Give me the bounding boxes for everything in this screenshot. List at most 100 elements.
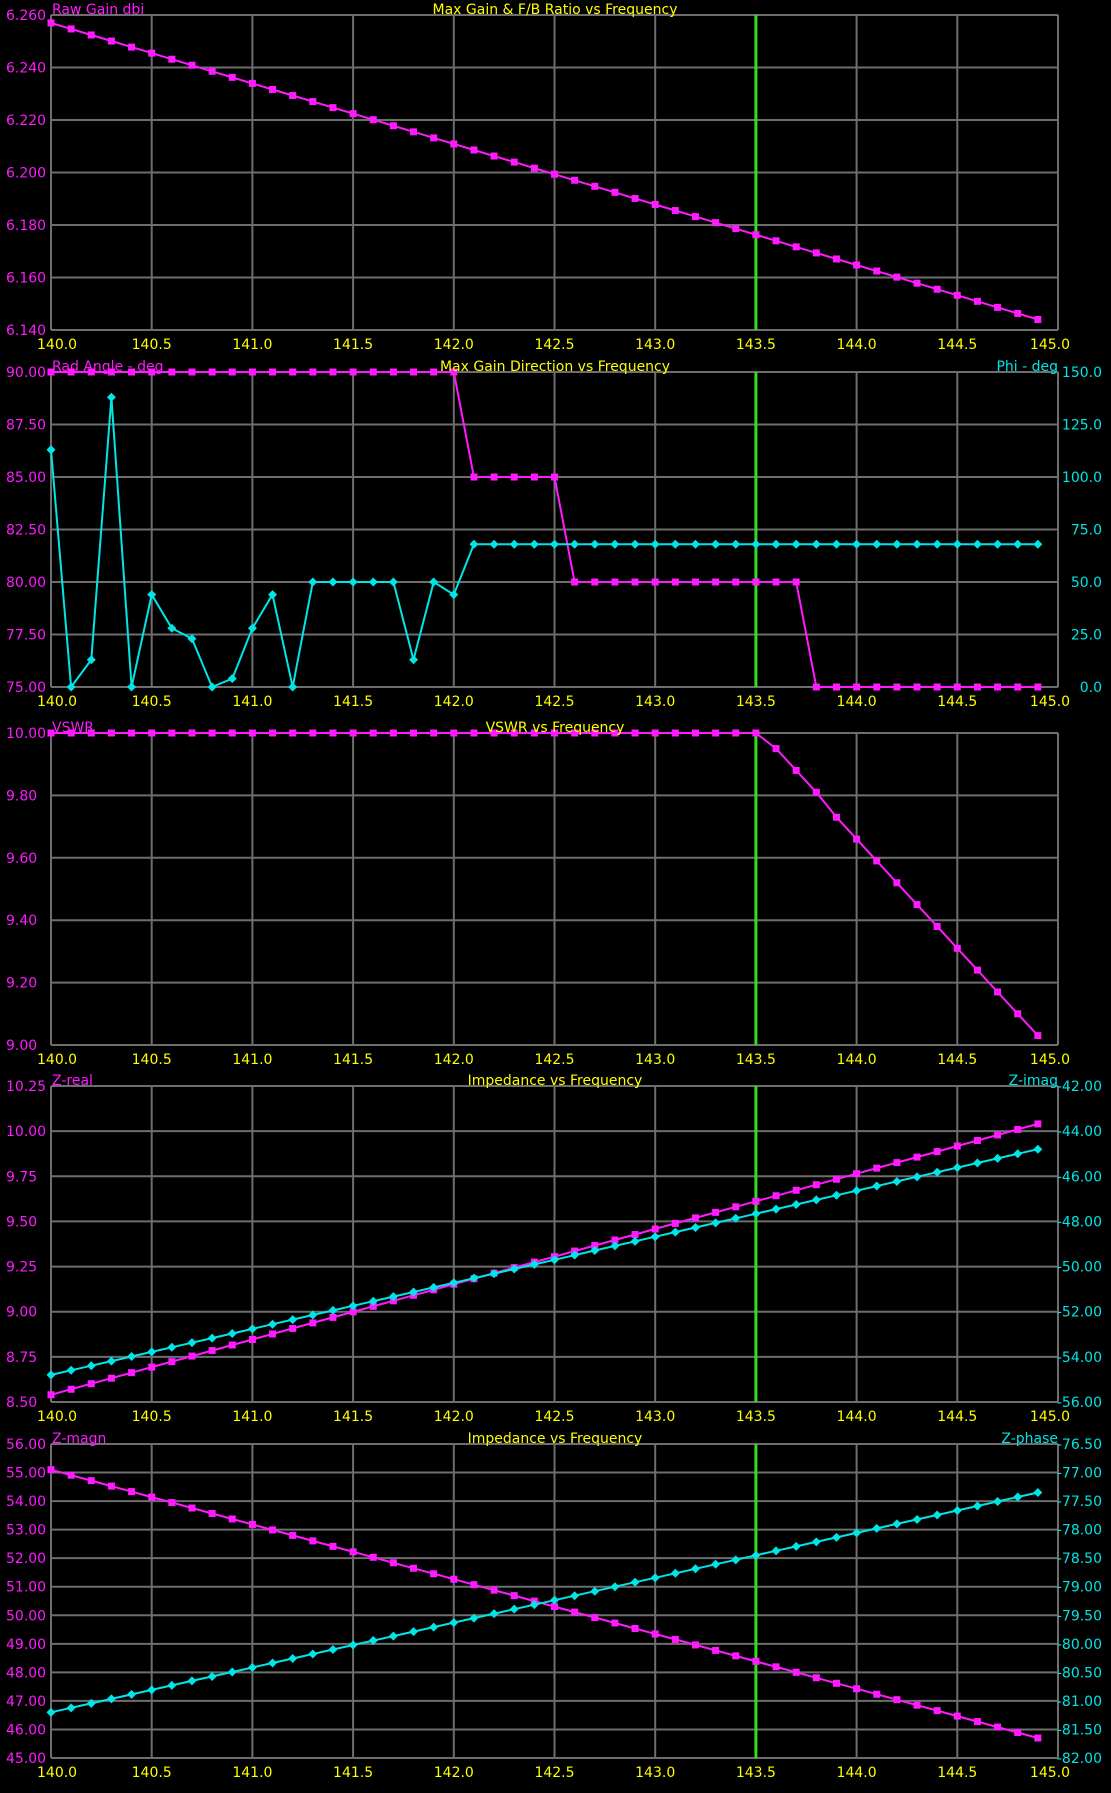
data-point	[913, 683, 921, 691]
data-point	[490, 152, 498, 160]
data-point	[188, 729, 196, 737]
data-point	[86, 1698, 96, 1708]
data-point	[691, 578, 699, 586]
data-point	[812, 1181, 820, 1189]
data-point	[67, 25, 75, 33]
x-tick-label: 140.5	[132, 1765, 172, 1781]
data-point	[952, 539, 962, 549]
data-point	[66, 682, 76, 692]
data-point	[570, 1591, 580, 1601]
x-tick-label: 141.0	[232, 1052, 272, 1068]
data-point	[228, 1515, 236, 1523]
data-point	[529, 1259, 539, 1269]
data-point	[449, 1278, 459, 1288]
data-point	[369, 1302, 377, 1310]
data-point	[87, 31, 95, 39]
data-point	[651, 729, 659, 737]
y-left-tick-label: 80.00	[6, 575, 46, 591]
data-point	[490, 473, 498, 481]
data-point	[430, 134, 438, 142]
y-left-tick-label: 6.220	[6, 113, 46, 129]
data-point	[409, 1287, 419, 1297]
data-point	[67, 1471, 75, 1479]
x-tick-label: 142.0	[434, 1409, 474, 1425]
data-point	[329, 104, 337, 112]
data-point	[570, 539, 580, 549]
y-right-tick-label: 75.0	[1071, 523, 1102, 539]
data-point	[268, 1658, 278, 1668]
data-point	[106, 392, 116, 402]
data-point	[933, 1148, 941, 1156]
data-point	[1014, 1125, 1022, 1133]
y-left-tick-label: 77.50	[6, 628, 46, 644]
y-left-tick-label: 53.00	[6, 1523, 46, 1539]
data-point	[711, 1218, 721, 1228]
x-tick-label: 144.0	[837, 337, 877, 353]
data-point	[571, 1608, 579, 1616]
data-point	[46, 1370, 56, 1380]
data-point	[509, 1604, 519, 1614]
data-point	[167, 1342, 177, 1352]
data-point	[289, 1324, 297, 1332]
data-point	[269, 1330, 277, 1338]
series-line-1	[51, 732, 1039, 1037]
data-point	[1014, 1010, 1022, 1018]
y-right-tick-label: -54.00	[1057, 1350, 1102, 1366]
y-left-axis-label: Raw Gain dbi	[52, 2, 144, 18]
data-point	[470, 473, 478, 481]
data-point	[973, 1718, 981, 1726]
data-point	[611, 188, 619, 196]
y-right-tick-label: 25.0	[1071, 628, 1102, 644]
data-point	[953, 291, 961, 299]
y-left-tick-label: 54.00	[6, 1494, 46, 1510]
data-point	[489, 1269, 499, 1279]
data-point	[591, 729, 599, 737]
data-point	[812, 249, 820, 257]
x-tick-label: 143.0	[635, 1409, 675, 1425]
data-point	[912, 1514, 922, 1524]
y-right-tick-label: -46.00	[1057, 1169, 1102, 1185]
y-right-axis-label: Z-imag	[1009, 1073, 1058, 1089]
y-right-tick-label: -77.00	[1057, 1466, 1102, 1482]
chart-panel-3: 140.0 140.5 141.0 141.5 142.0 142.5 143.0 143.5…	[6, 720, 1070, 1068]
data-point	[811, 1195, 821, 1205]
data-point	[812, 683, 820, 691]
data-point	[208, 1347, 216, 1355]
data-point	[369, 729, 377, 737]
data-point	[913, 901, 921, 909]
y-right-tick-label: -81.00	[1057, 1694, 1102, 1710]
data-point	[288, 682, 298, 692]
data-point	[128, 43, 136, 51]
data-point	[450, 1575, 458, 1583]
data-point	[128, 1488, 136, 1496]
y-right-tick-label: 100.0	[1062, 470, 1102, 486]
x-tick-label: 141.0	[232, 1409, 272, 1425]
data-point	[106, 1356, 116, 1366]
data-point	[771, 1546, 781, 1556]
data-point	[388, 1631, 398, 1641]
chart-panel-4: 140.0 140.5 141.0 141.5 142.0 142.5 143.0 143.5…	[6, 1073, 1102, 1425]
data-point	[651, 1630, 659, 1638]
data-point	[510, 473, 518, 481]
data-point	[972, 1158, 982, 1168]
data-point	[309, 1537, 317, 1545]
y-right-tick-label: -52.00	[1057, 1305, 1102, 1321]
data-point	[772, 578, 780, 586]
data-point	[530, 473, 538, 481]
x-tick-label: 141.5	[333, 1765, 373, 1781]
data-point	[228, 73, 236, 81]
y-right-tick-label: -50.00	[1057, 1260, 1102, 1276]
data-point	[127, 682, 137, 692]
data-point	[187, 634, 197, 644]
data-point	[167, 1680, 177, 1690]
data-point	[449, 1618, 459, 1628]
x-tick-label: 140.5	[132, 694, 172, 710]
data-point	[610, 539, 620, 549]
chart-panel-1: 140.0 140.5 141.0 141.5 142.0 142.5 143.0 143.5…	[6, 2, 1070, 353]
data-point	[1014, 309, 1022, 317]
y-left-tick-label: 82.50	[6, 523, 46, 539]
data-point	[972, 539, 982, 549]
data-point	[872, 1181, 882, 1191]
data-point	[691, 1641, 699, 1649]
data-point	[852, 1528, 862, 1538]
